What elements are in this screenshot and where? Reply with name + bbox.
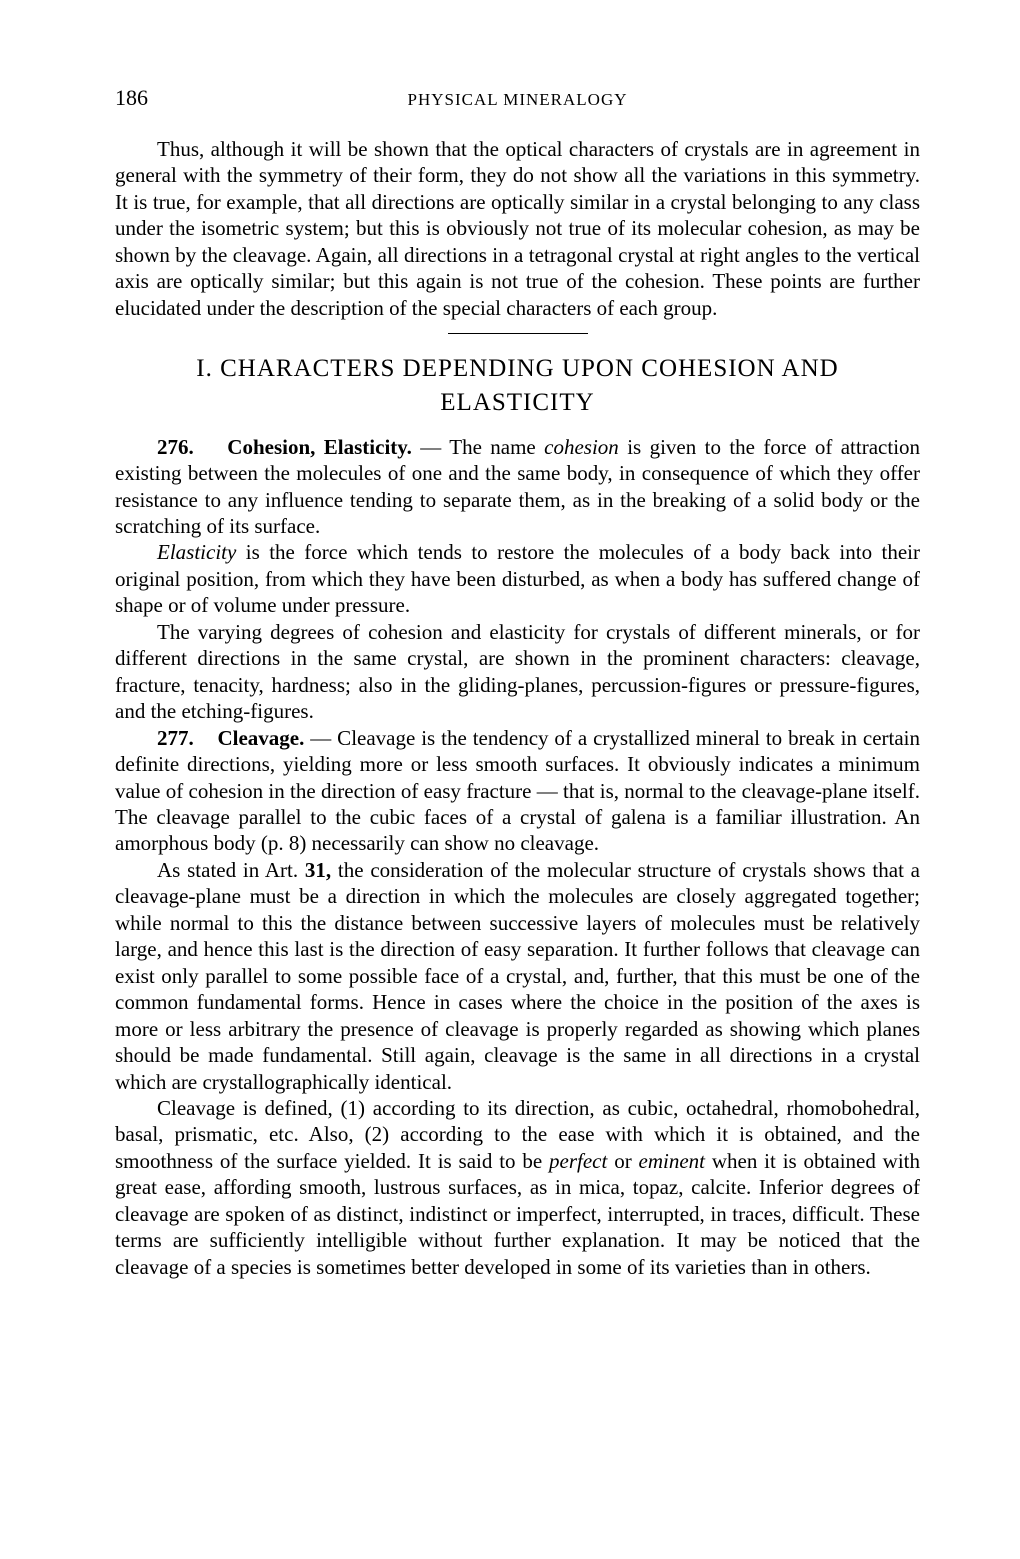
art31-bold: 31, <box>305 858 331 882</box>
cleavage-defined-italic-perfect: perfect <box>549 1149 607 1173</box>
entry-277-number: 277. <box>157 726 194 750</box>
entry-276-title: Cohesion, Elasticity. <box>227 435 412 459</box>
page-header: 186 PHYSICAL MINERALOGY <box>115 85 920 111</box>
section-divider <box>448 333 588 334</box>
cleavage-defined-paragraph: Cleavage is defined, (1) according to it… <box>115 1095 920 1280</box>
art31-lead: As stated in Art. <box>157 858 305 882</box>
elasticity-italic: Elasticity <box>157 540 236 564</box>
varying-paragraph: The varying degrees of cohesion and elas… <box>115 619 920 725</box>
elasticity-paragraph: Elasticity is the force which tends to r… <box>115 539 920 618</box>
entry-276-number: 276. <box>157 435 194 459</box>
intro-paragraph: Thus, although it will be shown that the… <box>115 136 920 321</box>
entry-276-paragraph: 276. Cohesion, Elasticity. — The name co… <box>115 434 920 540</box>
page-container: 186 PHYSICAL MINERALOGY Thus, although i… <box>0 0 1020 1559</box>
entry-276-italic-cohesion: cohesion <box>544 435 619 459</box>
section-number: I. <box>196 355 213 382</box>
section-title-line1: CHARACTERS DEPENDING UPON COHESION AND <box>220 355 839 382</box>
art31-rest: the consideration of the molecular struc… <box>115 858 920 1094</box>
art31-paragraph: As stated in Art. 31, the consideration … <box>115 857 920 1095</box>
elasticity-rest: is the force which tends to restore the … <box>115 540 920 617</box>
entry-277-paragraph: 277. Cleavage. — Cleavage is the tendenc… <box>115 725 920 857</box>
section-heading: I. CHARACTERS DEPENDING UPON COHESION AN… <box>115 352 920 420</box>
cleavage-defined-italic-eminent: eminent <box>639 1149 705 1173</box>
running-head: PHYSICAL MINERALOGY <box>115 90 920 110</box>
entry-277-title: Cleavage. <box>217 726 304 750</box>
section-title-line2: ELASTICITY <box>440 389 594 416</box>
cleavage-defined-mid: or <box>614 1149 638 1173</box>
entry-276-lead: — The name <box>420 435 544 459</box>
